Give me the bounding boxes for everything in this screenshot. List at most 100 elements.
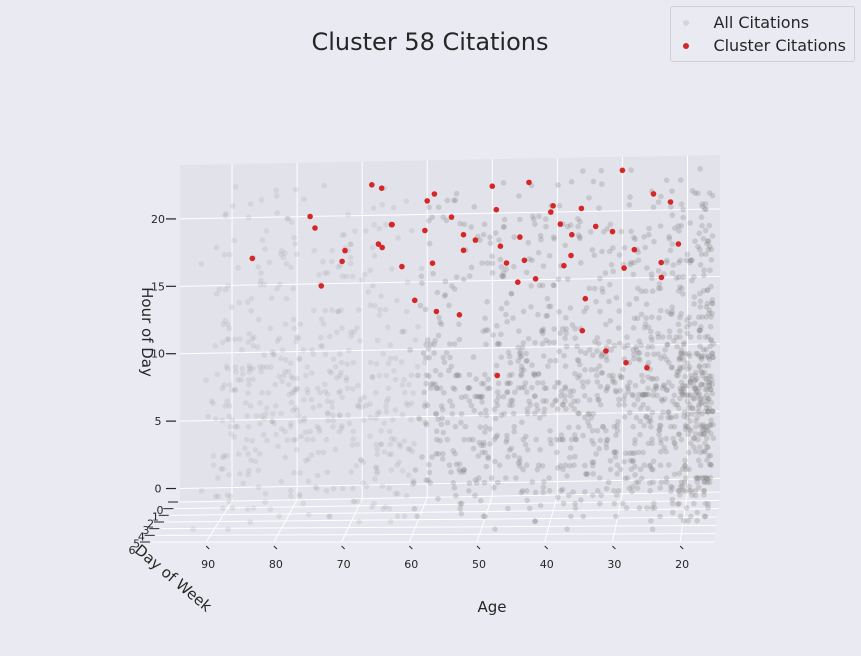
all-citation-point	[696, 396, 702, 402]
all-citation-point	[290, 437, 297, 443]
all-citation-point	[198, 488, 205, 494]
all-citation-point	[245, 423, 252, 430]
all-citation-point	[689, 492, 695, 498]
all-citation-point	[631, 450, 638, 456]
all-citation-point	[332, 446, 339, 453]
all-citation-point	[683, 475, 689, 481]
all-citation-point	[566, 492, 572, 499]
all-citation-point	[626, 202, 633, 208]
all-citation-point	[320, 258, 326, 265]
all-citation-point	[419, 280, 425, 286]
all-citation-point	[432, 381, 439, 388]
all-citation-point	[524, 358, 530, 364]
all-citation-point	[466, 436, 473, 443]
all-citation-point	[562, 462, 569, 469]
all-citation-point	[530, 213, 536, 220]
all-citation-point	[677, 366, 683, 373]
cluster-citation-point	[431, 191, 438, 197]
all-citation-point	[586, 195, 592, 201]
all-citation-point	[603, 440, 609, 447]
all-citation-point	[458, 419, 464, 426]
all-citation-point	[350, 436, 357, 442]
all-citation-point	[458, 511, 465, 517]
all-citation-point	[588, 366, 595, 373]
all-citation-point	[694, 475, 700, 481]
all-citation-point	[525, 239, 532, 246]
all-citation-point	[640, 449, 646, 456]
all-citation-point	[262, 246, 268, 252]
all-citation-point	[255, 264, 262, 270]
all-citation-point	[669, 308, 675, 315]
all-citation-point	[303, 372, 309, 379]
all-citation-point	[255, 467, 262, 474]
all-citation-point	[575, 424, 582, 431]
cluster-citation-point	[460, 247, 467, 254]
all-citation-point	[669, 188, 675, 194]
cluster-citation-point	[433, 308, 440, 315]
all-citation-point	[376, 312, 383, 318]
all-citation-point	[617, 466, 624, 473]
all-citation-point	[611, 449, 617, 456]
all-citation-point	[370, 283, 376, 289]
all-citation-point	[687, 377, 693, 384]
all-citation-point	[501, 216, 508, 223]
all-citation-point	[425, 477, 432, 484]
all-citation-point	[704, 409, 711, 415]
all-citation-point	[651, 387, 657, 393]
all-citation-point	[696, 364, 703, 370]
all-citation-point	[363, 402, 370, 409]
all-citation-point	[612, 379, 618, 386]
all-citation-point	[537, 502, 544, 509]
all-citation-point	[645, 324, 652, 331]
all-citation-point	[674, 368, 680, 375]
all-citation-point	[663, 356, 670, 363]
all-citation-point	[697, 304, 704, 310]
all-citation-point	[320, 449, 327, 456]
all-citation-point	[580, 383, 586, 390]
all-citation-point	[705, 354, 711, 361]
all-citation-point	[530, 216, 537, 223]
all-citation-point	[708, 430, 714, 437]
all-citation-point	[517, 458, 523, 465]
all-citation-point	[367, 359, 374, 366]
all-citation-point	[323, 436, 330, 443]
all-citation-point	[643, 288, 649, 295]
all-citation-point	[702, 334, 709, 340]
all-citation-point	[649, 526, 656, 532]
all-citation-point	[452, 372, 459, 379]
all-citation-point	[618, 228, 625, 235]
all-citation-point	[476, 393, 482, 400]
all-citation-point	[278, 426, 285, 432]
all-citation-point	[503, 439, 510, 445]
x-tick-label: 50	[472, 558, 486, 571]
all-citation-point	[426, 204, 432, 211]
all-citation-point	[213, 493, 219, 500]
all-citation-point	[287, 423, 294, 430]
all-citation-point	[478, 442, 485, 449]
all-citation-point	[590, 411, 597, 417]
all-citation-point	[234, 423, 241, 430]
all-citation-point	[348, 329, 354, 335]
all-citation-point	[702, 500, 709, 507]
all-citation-point	[203, 377, 209, 384]
all-citation-point	[492, 415, 499, 422]
all-citation-point	[590, 459, 597, 466]
all-citation-point	[213, 244, 220, 251]
all-citation-point	[503, 300, 510, 306]
all-citation-point	[466, 273, 473, 279]
all-citation-point	[297, 418, 304, 424]
all-citation-point	[310, 436, 316, 443]
all-citation-point	[682, 488, 688, 494]
all-citation-point	[557, 463, 564, 469]
all-citation-point	[352, 228, 358, 234]
all-citation-point	[705, 238, 711, 244]
all-citation-point	[666, 334, 673, 340]
all-citation-point	[373, 464, 380, 471]
all-citation-point	[703, 346, 709, 353]
all-citation-point	[557, 330, 563, 337]
all-citation-point	[627, 457, 634, 464]
all-citation-point	[703, 206, 709, 212]
all-citation-point	[383, 372, 390, 379]
all-citation-point	[653, 376, 660, 382]
all-citation-point	[336, 389, 342, 396]
